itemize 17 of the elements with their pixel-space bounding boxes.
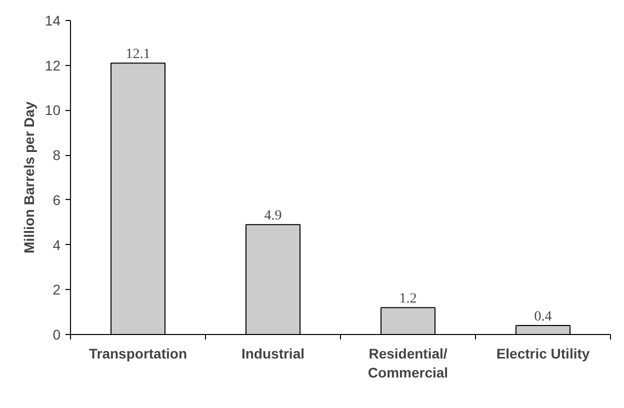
data-label: 4.9 xyxy=(264,208,282,224)
data-label: 0.4 xyxy=(534,310,552,325)
y-axis-title: Million Barrels per Day xyxy=(20,101,37,254)
y-tick-label: 2 xyxy=(52,282,61,298)
y-tick-label: 10 xyxy=(44,102,61,118)
y-tick-label: 4 xyxy=(52,236,61,253)
data-label: 12.1 xyxy=(126,47,150,62)
x-tick-label: Electric Utility xyxy=(496,346,590,362)
y-tick-label: 0 xyxy=(52,326,61,342)
y-tick-label: 14 xyxy=(44,12,61,28)
x-tick-label: Residential/ Commercial xyxy=(368,346,448,381)
y-tick-label: 8 xyxy=(52,147,61,164)
y-tick-label: 6 xyxy=(52,192,61,208)
y-tick-label: 12 xyxy=(44,57,61,74)
data-label: 1.2 xyxy=(399,292,417,307)
x-tick-label: Industrial xyxy=(241,346,305,362)
x-tick-label: Transportation xyxy=(88,346,188,362)
